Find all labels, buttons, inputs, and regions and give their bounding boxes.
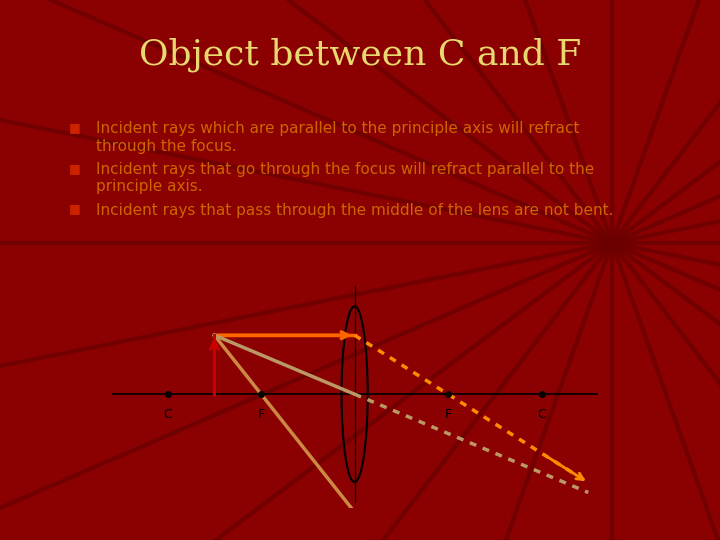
- Text: Incident rays that go through the focus will refract parallel to the
principle a: Incident rays that go through the focus …: [96, 162, 594, 194]
- Text: Object between C and F: Object between C and F: [139, 38, 581, 72]
- Text: Incident rays that pass through the middle of the lens are not bent.: Incident rays that pass through the midd…: [96, 202, 613, 218]
- Text: Incident rays which are parallel to the principle axis will refract
through the : Incident rays which are parallel to the …: [96, 122, 580, 154]
- Text: ■: ■: [68, 162, 80, 175]
- Text: ■: ■: [68, 122, 80, 134]
- Text: C: C: [537, 408, 546, 421]
- Text: F: F: [258, 408, 265, 421]
- Text: C: C: [163, 408, 172, 421]
- Text: F: F: [444, 408, 451, 421]
- Text: ■: ■: [68, 202, 80, 215]
